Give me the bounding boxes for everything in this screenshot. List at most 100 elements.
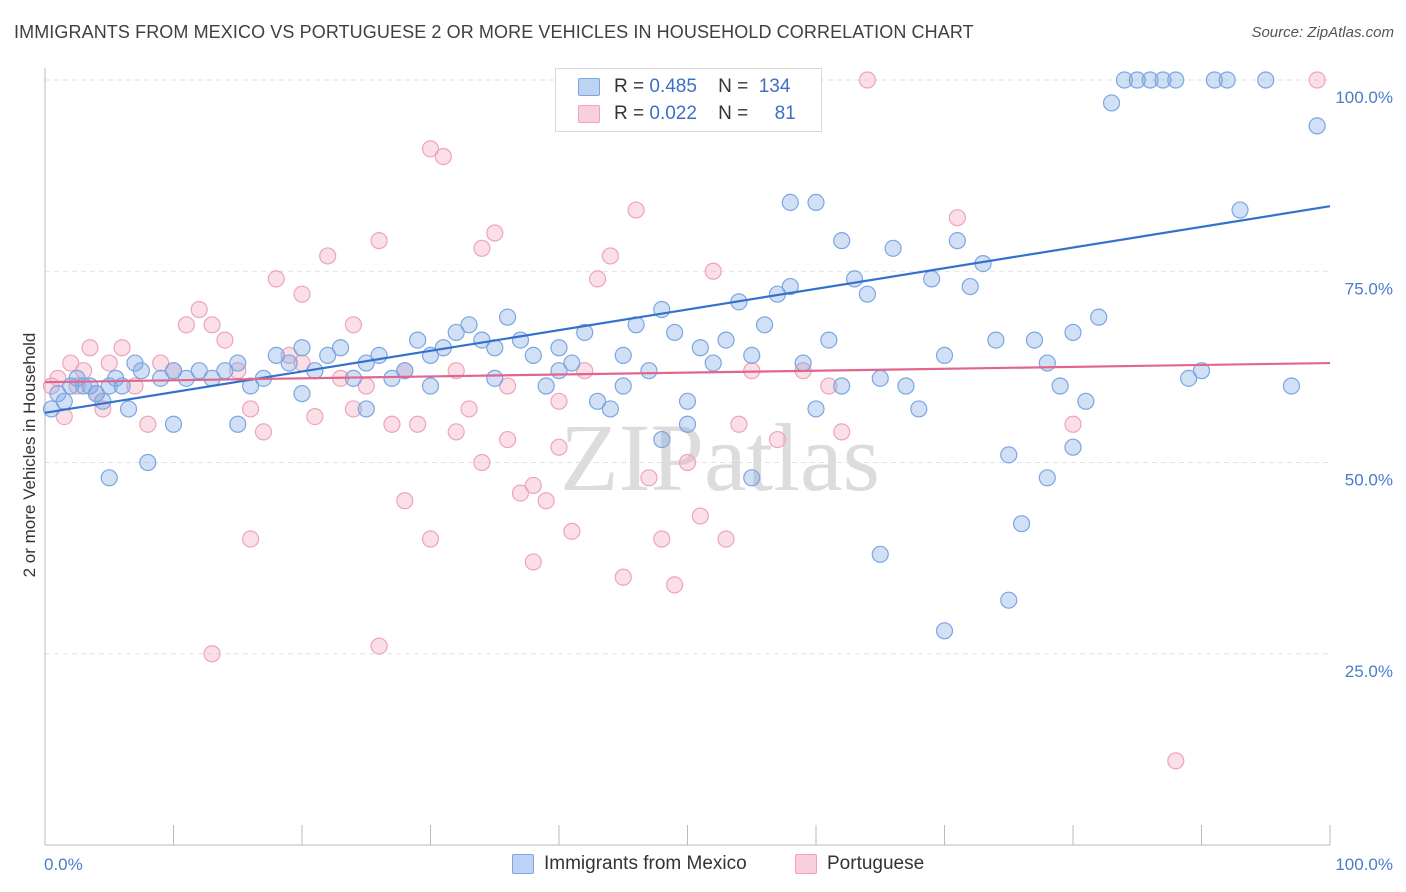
- portuguese-point: [730, 415, 748, 433]
- portuguese-point: [511, 484, 530, 502]
- portuguese-point: [653, 530, 671, 548]
- mexico-point: [755, 316, 774, 334]
- portuguese-point: [447, 423, 465, 441]
- n-value: 134: [758, 76, 791, 97]
- mexico-point: [357, 400, 375, 418]
- mexico-point: [267, 346, 285, 364]
- portuguese-point: [614, 568, 632, 586]
- portuguese-point: [383, 415, 401, 433]
- mexico-point: [1205, 71, 1223, 89]
- mexico-point: [152, 369, 170, 387]
- stats-row-mexico: R = 0.485 N = 134: [578, 75, 790, 99]
- mexico-point: [119, 400, 138, 418]
- mexico-point: [678, 392, 697, 410]
- portuguese-point: [344, 316, 362, 334]
- portuguese-point: [486, 224, 504, 242]
- portuguese-point: [370, 232, 388, 250]
- portuguese-point: [691, 507, 709, 525]
- portuguese-point: [524, 476, 542, 495]
- mexico-point: [319, 346, 337, 364]
- mexico-point: [537, 377, 555, 395]
- mexico-point: [396, 362, 414, 380]
- mexico-point: [132, 362, 150, 380]
- mexico-point: [550, 339, 568, 357]
- legend-label: Immigrants from Mexico: [544, 853, 747, 874]
- portuguese-point: [216, 331, 234, 349]
- portuguese-point: [473, 453, 491, 472]
- portuguese-point: [370, 637, 388, 655]
- mexico-point: [1077, 392, 1095, 410]
- n-label: N =: [718, 103, 749, 124]
- portuguese-point: [434, 147, 452, 166]
- portuguese-point: [421, 140, 440, 158]
- mexico-point: [807, 193, 825, 211]
- portuguese-point: [447, 362, 465, 380]
- mexico-point: [229, 415, 247, 433]
- r-value: 0.485: [649, 76, 697, 97]
- mexico-point: [743, 346, 761, 364]
- portuguese-point: [601, 247, 620, 265]
- portuguese-point: [1064, 415, 1082, 433]
- portuguese-point: [627, 201, 645, 219]
- mexico-point: [614, 346, 632, 364]
- portuguese-point: [499, 377, 517, 395]
- portuguese-point: [717, 530, 735, 548]
- r-label: R =: [614, 103, 645, 124]
- mexico-point: [550, 362, 568, 380]
- mexico-point: [460, 316, 478, 334]
- portuguese-point: [1167, 752, 1185, 770]
- mexico-point: [1051, 377, 1069, 395]
- mexico-point: [1090, 308, 1108, 326]
- mexico-point: [1141, 71, 1159, 89]
- mexico-point: [794, 354, 812, 372]
- portuguese-point: [640, 469, 658, 487]
- x-tick-label: 0.0%: [44, 855, 83, 874]
- portuguese-point: [499, 430, 517, 449]
- y-tick-label: 50.0%: [1345, 471, 1393, 490]
- chart-title: IMMIGRANTS FROM MEXICO VS PORTUGUESE 2 O…: [14, 22, 974, 42]
- n-value: 81: [774, 103, 796, 124]
- mexico-point: [229, 354, 247, 372]
- mexico-point: [1038, 354, 1056, 372]
- mexico-point: [1308, 117, 1326, 135]
- mexico-point: [177, 369, 195, 387]
- mexico-point: [1180, 369, 1198, 387]
- portuguese-point: [820, 377, 838, 395]
- mexico-point: [935, 346, 954, 364]
- portuguese-point: [588, 270, 607, 288]
- portuguese-point: [113, 339, 131, 357]
- tick-labels: 25.0% 50.0% 75.0% 100.0% 0.0% 100.0%: [44, 88, 1393, 874]
- blue-swatch: [578, 78, 600, 96]
- mexico-point: [1167, 71, 1185, 89]
- portuguese-point: [242, 530, 260, 548]
- legend-item-portuguese[interactable]: Portuguese: [795, 853, 924, 875]
- portuguese-point: [203, 316, 221, 334]
- mexico-point: [614, 377, 632, 395]
- mexico-point: [100, 469, 118, 487]
- portuguese-point: [100, 354, 118, 372]
- mexico-point: [139, 453, 157, 472]
- mexico-point: [190, 362, 208, 380]
- portuguese-points: [42, 71, 1326, 770]
- mexico-point: [884, 239, 902, 257]
- y-tick-label: 25.0%: [1345, 662, 1393, 681]
- y-tick-label: 75.0%: [1345, 279, 1393, 298]
- mexico-point: [717, 331, 735, 349]
- mexico-point: [55, 392, 73, 410]
- mexico-point: [640, 362, 658, 380]
- legend-item-mexico[interactable]: Immigrants from Mexico: [512, 853, 747, 875]
- stats-row-portuguese: R = 0.022 N = 81: [578, 102, 796, 126]
- mexico-point: [1218, 71, 1236, 89]
- mexico-point: [1064, 438, 1082, 456]
- mexico-point: [601, 400, 620, 418]
- mexico-point: [743, 469, 761, 487]
- mexico-point: [331, 339, 350, 357]
- portuguese-trend-line: [44, 361, 1331, 384]
- mexico-point: [1282, 377, 1301, 395]
- stats-legend: R = 0.485 N = 134 R = 0.022 N = 81: [555, 68, 822, 132]
- portuguese-point: [190, 300, 208, 319]
- portuguese-point: [242, 400, 260, 418]
- mexico-point: [499, 308, 517, 326]
- mexico-point: [1257, 71, 1275, 89]
- mexico-point: [563, 354, 581, 372]
